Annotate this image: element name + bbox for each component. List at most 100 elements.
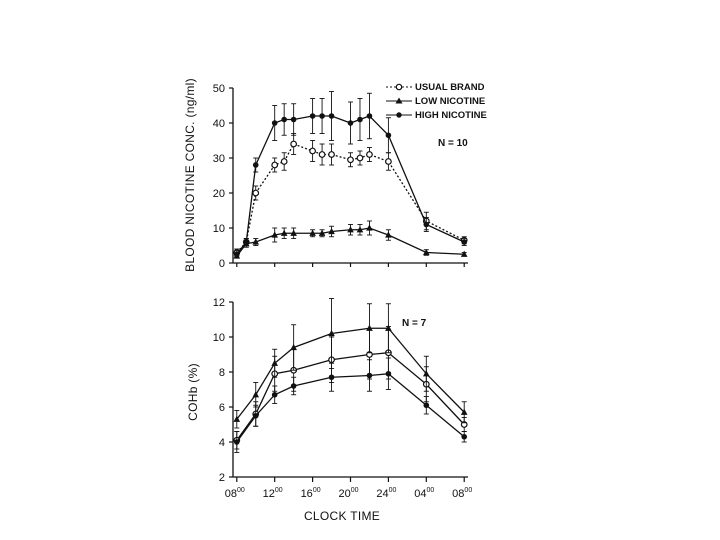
data-point [271, 120, 278, 126]
top-y-axis-title: BLOOD NICOTINE CONC. (ng/ml) [183, 78, 197, 272]
y-tick-label: 10 [213, 332, 225, 344]
series-low-nicotine [233, 298, 468, 429]
data-point [280, 158, 288, 165]
series-high-nicotine [233, 91, 468, 259]
legend-low-label: LOW NICOTINE [415, 96, 485, 107]
data-point [356, 154, 364, 162]
data-point [461, 239, 468, 245]
data-point [328, 329, 335, 337]
series-high-nicotine [233, 357, 468, 453]
data-point [252, 189, 260, 197]
data-point [423, 248, 430, 256]
series-line-low-nicotine [236, 327, 465, 420]
y-tick-label: 40 [213, 118, 225, 130]
data-point [252, 391, 260, 398]
data-point [280, 229, 288, 236]
data-point [233, 251, 240, 258]
nicotine-panel: BLOOD NICOTINE CONC. (ng/ml) 0 10 20 30 40 50… [183, 78, 487, 272]
data-point [309, 147, 316, 155]
series-usual-brand [233, 326, 468, 450]
data-point [423, 402, 430, 409]
cohb-panel: COHb (%) 2 4 6 8 10 12 0800 1200 1600 2000 2400 04… [186, 297, 472, 523]
data-point [290, 116, 297, 123]
legend-low-marker [395, 97, 403, 104]
data-point [460, 408, 468, 415]
data-point [243, 239, 250, 245]
data-point [328, 151, 335, 158]
data-point [328, 113, 335, 119]
data-point [309, 113, 316, 119]
series-line-usual-brand [236, 143, 465, 253]
legend-high-marker [396, 112, 402, 118]
data-point [423, 370, 430, 377]
x-tick-label: 0800 [225, 487, 245, 500]
x-tick-label: 0400 [414, 487, 434, 500]
series-line-high-nicotine [236, 373, 465, 443]
data-point [252, 238, 260, 245]
data-point [423, 221, 430, 228]
data-point [385, 231, 392, 238]
data-point [309, 229, 316, 236]
data-point [290, 383, 297, 389]
data-point [347, 120, 354, 126]
data-point [328, 227, 335, 235]
legend-high-label: HIGH NICOTINE [415, 110, 487, 121]
data-point [356, 226, 364, 233]
top-n-annotation: N = 10 [438, 138, 468, 149]
data-point [328, 374, 335, 381]
y-tick-label: 30 [213, 153, 225, 165]
data-point [357, 116, 363, 123]
data-point [252, 412, 259, 419]
data-point [347, 226, 354, 233]
data-point [318, 229, 326, 236]
x-tick-label: 1600 [301, 487, 321, 500]
data-point [347, 156, 354, 164]
legend-usual-label: USUAL BRAND [415, 82, 485, 93]
bottom-n-annotation: N = 7 [402, 318, 427, 329]
data-point [366, 151, 373, 158]
data-point [461, 433, 468, 440]
data-point [281, 116, 287, 123]
data-point [366, 224, 373, 231]
series-low-nicotine [233, 220, 468, 259]
data-point [385, 158, 392, 165]
y-tick-label: 0 [219, 258, 225, 270]
data-point [366, 324, 373, 331]
data-point [290, 229, 297, 236]
data-point [385, 370, 392, 377]
bottom-y-axis-title: COHb (%) [186, 363, 200, 421]
y-tick-label: 10 [213, 223, 225, 235]
data-point [460, 250, 468, 257]
data-point [252, 162, 259, 168]
y-tick-label: 4 [219, 437, 225, 449]
data-point [233, 439, 240, 445]
x-axis-title: CLOCK TIME [304, 509, 380, 523]
data-point [319, 113, 325, 119]
y-tick-label: 2 [219, 472, 225, 484]
y-tick-label: 50 [213, 83, 225, 95]
data-point [318, 151, 326, 158]
data-point [271, 161, 279, 169]
x-tick-label: 2000 [338, 487, 358, 500]
y-tick-label: 20 [213, 188, 225, 200]
x-tick-label: 0800 [452, 487, 472, 500]
data-point [271, 391, 278, 398]
legend: USUAL BRAND LOW NICOTINE HIGH NICOTINE [386, 82, 487, 121]
data-point [366, 372, 373, 379]
x-tick-label: 1200 [263, 487, 283, 500]
data-point [290, 140, 298, 148]
data-point [385, 324, 392, 331]
y-tick-label: 6 [219, 402, 225, 414]
y-tick-label: 12 [213, 297, 225, 309]
series-line-usual-brand [236, 352, 465, 441]
data-point [385, 132, 392, 139]
data-point [271, 359, 278, 366]
legend-usual-marker [395, 83, 403, 91]
data-point [233, 415, 241, 422]
x-tick-label: 2400 [376, 487, 396, 500]
data-point [271, 231, 278, 238]
y-tick-label: 8 [219, 367, 225, 379]
data-point [366, 113, 373, 119]
data-point [290, 343, 297, 351]
